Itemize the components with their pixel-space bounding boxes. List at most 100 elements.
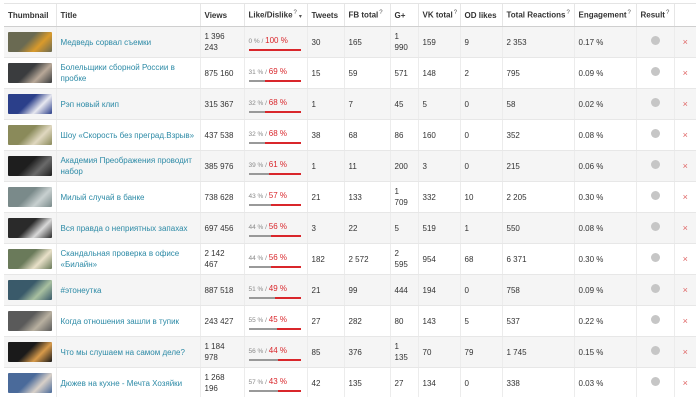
result-status-dot[interactable] <box>650 129 660 138</box>
engagement-cell: 0.15 % <box>573 336 636 368</box>
dislike-percent: 100 % <box>265 36 288 45</box>
fb-total-cell: 282 <box>343 305 390 337</box>
result-status-dot[interactable] <box>650 346 660 355</box>
od-likes-cell: 2 <box>459 57 502 89</box>
video-title-link[interactable]: Скандальная проверка в офисе «Билайн» <box>60 249 180 269</box>
delete-icon[interactable]: × <box>682 377 688 388</box>
help-icon[interactable]: ? <box>379 10 383 17</box>
total-reactions-cell: 352 <box>501 119 574 151</box>
video-thumbnail[interactable] <box>8 32 52 52</box>
gplus-cell: 571 <box>389 57 418 89</box>
delete-icon[interactable]: × <box>682 315 688 326</box>
video-title-link[interactable]: Рэп новый клип <box>60 99 119 109</box>
dislike-percent: 56 % <box>268 222 287 231</box>
separator: / <box>263 379 269 386</box>
video-thumbnail[interactable] <box>8 311 52 331</box>
header-thumbnail[interactable]: Thumbnail <box>4 3 56 27</box>
header-od-likes[interactable]: OD likes <box>459 3 502 27</box>
table-row: Дюжев на кухне - Мечта Хозяйки 1 268 196 5… <box>4 367 696 399</box>
fb-total-cell: 99 <box>343 274 390 306</box>
header-vk-total[interactable]: VK total? <box>417 3 460 27</box>
help-icon[interactable]: ? <box>293 10 297 17</box>
vk-total-cell: 5 <box>417 88 460 120</box>
header-like-dislike[interactable]: Like/Dislike?▾ <box>243 3 307 27</box>
video-title-link[interactable]: Когда отношения зашли в тупик <box>60 316 180 326</box>
delete-cell: × <box>673 88 696 120</box>
result-status-dot[interactable] <box>650 67 660 76</box>
help-icon[interactable]: ? <box>627 10 631 17</box>
video-thumbnail[interactable] <box>8 342 52 362</box>
header-engagement[interactable]: Engagement? <box>573 3 636 27</box>
header-tweets[interactable]: Tweets <box>306 3 344 27</box>
header-title[interactable]: Title <box>55 3 200 27</box>
vk-total-cell: 134 <box>417 367 460 399</box>
video-thumbnail[interactable] <box>8 125 52 145</box>
engagement-cell: 0.02 % <box>573 88 636 120</box>
delete-icon[interactable]: × <box>682 346 688 357</box>
video-title-link[interactable]: Вся правда о неприятных запахах <box>60 223 188 233</box>
result-status-dot[interactable] <box>650 315 660 324</box>
delete-icon[interactable]: × <box>682 191 688 202</box>
result-status-dot[interactable] <box>650 191 660 200</box>
thumbnail-cell <box>4 150 56 182</box>
video-thumbnail[interactable] <box>8 156 52 176</box>
video-title-link[interactable]: Академия Преображения проводит набор <box>60 156 192 176</box>
header-views[interactable]: Views <box>199 3 244 27</box>
result-status-dot[interactable] <box>650 160 660 169</box>
video-thumbnail[interactable] <box>8 280 52 300</box>
result-status-dot[interactable] <box>650 36 660 45</box>
delete-icon[interactable]: × <box>682 36 688 47</box>
result-status-dot[interactable] <box>650 377 660 386</box>
help-icon[interactable]: ? <box>566 10 570 17</box>
fb-total-cell: 11 <box>343 150 390 182</box>
sort-caret-icon[interactable]: ▾ <box>298 13 302 20</box>
header-fb-total[interactable]: FB total? <box>343 3 390 27</box>
result-status-dot[interactable] <box>650 98 660 107</box>
gplus-cell: 1 990 <box>389 26 418 58</box>
video-title-link[interactable]: Милый случай в банке <box>60 192 145 202</box>
bottom-edge <box>0 397 700 405</box>
video-thumbnail[interactable] <box>8 187 52 207</box>
delete-icon[interactable]: × <box>682 160 688 171</box>
result-cell <box>635 336 674 368</box>
result-status-dot[interactable] <box>650 253 660 262</box>
help-icon[interactable]: ? <box>665 10 670 17</box>
video-title-link[interactable]: Медведь сорвал съемки <box>60 37 152 47</box>
fb-total-cell: 2 572 <box>343 243 390 275</box>
video-thumbnail[interactable] <box>8 373 52 393</box>
header-total-reactions[interactable]: Total Reactions? <box>501 3 574 27</box>
separator: / <box>263 255 269 262</box>
delete-icon[interactable]: × <box>682 129 688 140</box>
like-percent: 44 % <box>248 255 264 262</box>
delete-icon[interactable]: × <box>682 98 688 109</box>
help-icon[interactable]: ? <box>453 10 458 17</box>
video-thumbnail[interactable] <box>8 249 52 269</box>
total-reactions-cell: 6 371 <box>501 243 574 275</box>
views-cell: 437 538 <box>199 119 244 151</box>
views-cell: 1 396 243 <box>199 26 244 58</box>
like-percent: 32 % <box>248 100 264 107</box>
delete-icon[interactable]: × <box>682 222 688 233</box>
video-thumbnail[interactable] <box>8 94 52 114</box>
video-thumbnail[interactable] <box>8 218 52 238</box>
header-gplus[interactable]: G+ <box>389 3 418 27</box>
video-title-link[interactable]: Что мы слушаем на самом деле? <box>60 347 185 357</box>
delete-icon[interactable]: × <box>682 253 688 264</box>
od-likes-cell: 0 <box>459 88 502 120</box>
video-thumbnail[interactable] <box>8 63 52 83</box>
video-title-link[interactable]: Болельщики сборной России в пробке <box>60 63 175 83</box>
delete-icon[interactable]: × <box>682 67 688 78</box>
video-title-link[interactable]: Шоу «Скорость без преград.Взрыв» <box>60 130 195 140</box>
delete-icon[interactable]: × <box>682 284 688 295</box>
result-status-dot[interactable] <box>650 222 660 231</box>
video-title-link[interactable]: Дюжев на кухне - Мечта Хозяйки <box>60 378 183 388</box>
result-status-dot[interactable] <box>650 284 660 293</box>
thumbnail-cell <box>4 274 56 306</box>
vk-total-cell: 160 <box>417 119 460 151</box>
video-title-link[interactable]: #этонеутка <box>60 285 102 295</box>
views-cell: 385 976 <box>199 150 244 182</box>
dislike-bar <box>248 49 301 51</box>
header-result[interactable]: Result? <box>635 3 674 27</box>
fb-total-cell: 133 <box>343 181 390 213</box>
like-percent: 31 % <box>248 69 264 76</box>
